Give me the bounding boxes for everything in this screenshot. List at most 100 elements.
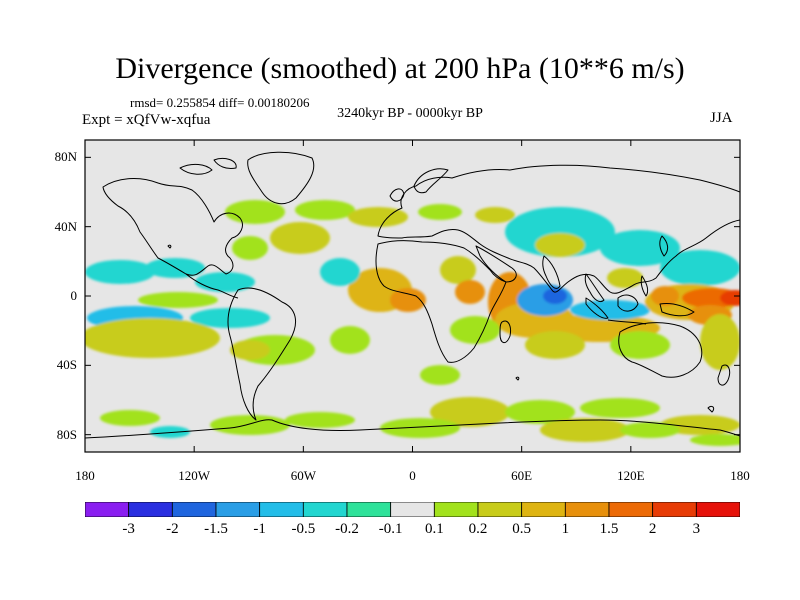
field-patch (85, 260, 155, 284)
colorbar-swatch (85, 502, 130, 517)
field-patch (505, 400, 575, 424)
field-patch (620, 422, 680, 438)
colorbar-swatch (259, 502, 304, 517)
coast-antarctica (85, 419, 740, 439)
colorbar-level-label: 0.5 (512, 521, 532, 537)
y-tick-label: 40N (54, 218, 77, 234)
colorbar-level-label: 1 (561, 521, 570, 537)
colorbar-level-label: -3 (122, 521, 135, 537)
field-patch (607, 268, 643, 288)
colorbar-swatch (302, 502, 348, 517)
season-label: JJA (710, 110, 733, 126)
field-patch (455, 280, 485, 304)
field-patch (270, 222, 330, 254)
colorbar-swatch (477, 502, 523, 517)
field-patch (430, 397, 510, 427)
x-tick-label: 180 (730, 468, 750, 483)
colorbar (85, 502, 740, 517)
coast-central-america (185, 273, 239, 299)
field-patch (420, 365, 460, 385)
x-tick-label: 60E (511, 468, 533, 483)
colorbar-level-label: 1.5 (599, 521, 619, 537)
colorbar-swatch (215, 502, 261, 517)
field-patch (700, 314, 740, 370)
field-patch (150, 426, 190, 438)
field-patch (475, 207, 515, 223)
field-patch (580, 398, 660, 418)
colorbar-level-label: 0.2 (468, 521, 488, 537)
colorbar-level-label: 0.1 (424, 521, 444, 537)
divergence-field (85, 200, 740, 446)
field-patch (85, 318, 220, 358)
colorbar-swatch (564, 502, 610, 517)
y-tick-label: 40S (56, 357, 77, 373)
period-label: 3240kyr BP - 0000kyr BP (337, 106, 483, 121)
coast-sumatra (585, 297, 609, 319)
field-patch (230, 340, 270, 360)
field-patch (570, 300, 650, 320)
field-patch (535, 233, 585, 257)
axis-ticks (84, 140, 741, 452)
field-patch (195, 272, 255, 292)
coast-new-zealand (717, 364, 731, 386)
coast-madagascar (499, 320, 511, 343)
colorbar-level-label: -1.5 (204, 521, 228, 537)
colorbar-swatch (608, 502, 654, 517)
colorbar-swatch (171, 502, 217, 517)
x-tick-label: 0 (409, 468, 416, 483)
x-tick-label: 120W (178, 468, 211, 483)
colorbar-level-label: -1 (253, 521, 266, 537)
y-tick-label: 0 (70, 288, 78, 303)
field-patch (690, 434, 740, 446)
colorbar-swatch (390, 502, 435, 517)
stats-label: rmsd= 0.255854 diff= 0.00180206 (130, 95, 310, 110)
coast-small-islands (167, 244, 715, 413)
field-patch (610, 331, 670, 359)
x-tick-label: 60W (290, 468, 316, 483)
colorbar-level-label: 3 (692, 521, 701, 537)
field-patch (390, 288, 426, 312)
field-patch (225, 200, 285, 224)
colorbar-level-label: -0.1 (378, 521, 403, 537)
x-tick-label: 120E (617, 468, 645, 483)
experiment-label: Expt = xQfVw-xqfua (82, 112, 211, 128)
coast-arabia (475, 245, 517, 283)
chart-title: Divergence (smoothed) at 200 hPa (10**6 … (115, 52, 685, 85)
colorbar-swatch (695, 502, 740, 517)
colorbar-level-label: -2 (166, 521, 179, 537)
colorbar-level-label: -0.5 (291, 521, 316, 537)
field-patch (320, 258, 360, 286)
field-patch (720, 290, 740, 306)
field-patch (525, 331, 585, 359)
field-patch (348, 207, 408, 227)
colorbar-level-label: 2 (648, 521, 657, 537)
coast-india (542, 255, 561, 289)
field-patch (232, 236, 268, 260)
coastlines (85, 151, 740, 439)
coast-arctic-islands (179, 157, 237, 175)
coast-scandinavia (413, 168, 449, 194)
colorbar-swatch (346, 502, 392, 517)
colorbar-swatch (128, 502, 173, 517)
field-patch (450, 316, 500, 344)
field-patch (660, 250, 740, 286)
coast-europe-asia (377, 164, 740, 294)
coast-australia (618, 322, 703, 378)
field-patch (330, 326, 370, 354)
colorbar-swatch (433, 502, 479, 517)
field-patch (210, 415, 290, 435)
coast-south-america (227, 287, 297, 421)
coast-north-america (102, 178, 243, 276)
field-patch (540, 418, 630, 442)
coast-greenland (247, 151, 315, 205)
field-patch (190, 308, 270, 328)
coast-japan (659, 235, 669, 257)
x-tick-label: 180 (75, 468, 95, 483)
colorbar-swatch (652, 502, 697, 517)
coast-africa (375, 240, 507, 363)
field-patch (651, 286, 679, 306)
field-patch (285, 412, 355, 428)
field-patch (440, 256, 476, 284)
field-patch (380, 418, 460, 438)
